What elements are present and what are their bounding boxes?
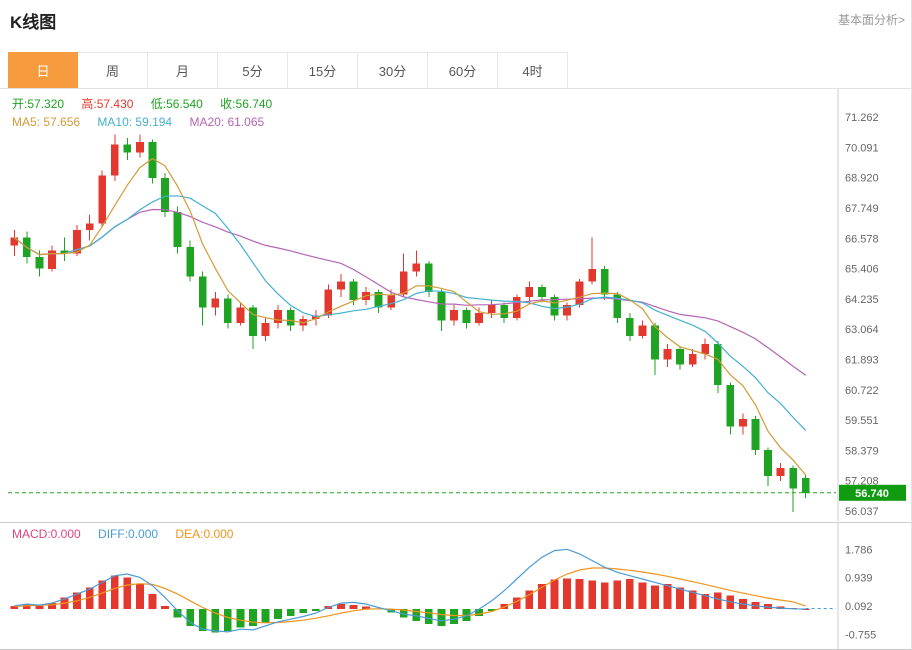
ma10-readout: MA10: 59.194 <box>97 115 172 129</box>
ma-legend: MA5: 57.656 MA10: 59.194 MA20: 61.065 <box>12 115 278 129</box>
macd-value: 0.000 <box>50 527 81 541</box>
macd-readout: MACD:0.000 <box>12 527 81 541</box>
macd-panel: 1.786 0.939 0.092 -0.755 MACD:0.000 DIFF:0.… <box>0 522 912 650</box>
period-tabs: 日周月 5分 15分 30分 60分 4时 <box>8 52 568 89</box>
svg-text:-0.755: -0.755 <box>845 629 876 641</box>
svg-text:1.786: 1.786 <box>845 544 873 556</box>
open-label: 开: <box>12 97 28 111</box>
dea-value: 0.000 <box>203 527 234 541</box>
svg-text:64.235: 64.235 <box>845 294 879 306</box>
svg-text:67.749: 67.749 <box>845 203 879 215</box>
tab-5分[interactable]: 5分 <box>218 52 288 89</box>
open-value: 57.320 <box>27 97 65 111</box>
low-label: 低: <box>150 97 167 111</box>
svg-text:65.406: 65.406 <box>845 264 879 276</box>
tab-日[interactable]: 日 <box>8 52 78 89</box>
dea-label: DEA: <box>175 527 204 541</box>
ma10-label: MA10: <box>97 115 136 129</box>
ma5-value: 57.656 <box>43 115 81 129</box>
candles <box>10 134 810 512</box>
diff-value: 0.000 <box>128 527 159 541</box>
svg-text:58.379: 58.379 <box>845 445 879 457</box>
diff-label: DIFF: <box>98 527 129 541</box>
open-readout: 开:57.320 <box>12 97 64 111</box>
svg-text:60.722: 60.722 <box>845 385 879 397</box>
tab-60分[interactable]: 60分 <box>428 52 498 89</box>
ohlc-legend: 开:57.320 高:57.430 低:56.540 收:56.740 <box>12 95 286 112</box>
svg-text:56.037: 56.037 <box>845 506 879 518</box>
ma20-line <box>13 208 807 376</box>
close-readout: 收:56.740 <box>220 97 272 111</box>
svg-text:70.091: 70.091 <box>845 142 879 154</box>
close-label: 收: <box>220 97 236 111</box>
tab-周[interactable]: 周 <box>78 52 148 89</box>
ma20-value: 61.065 <box>227 115 265 129</box>
tab-4时[interactable]: 4时 <box>498 52 568 89</box>
y-axis-labels: 71.262 70.091 68.920 67.749 66.578 65.406 64.2… <box>845 112 879 518</box>
svg-text:66.578: 66.578 <box>845 233 879 245</box>
macd-chart-holder[interactable]: 1.786 0.939 0.092 -0.755 <box>0 523 912 650</box>
svg-text:0.092: 0.092 <box>845 601 873 613</box>
tab-15分[interactable]: 15分 <box>288 52 358 89</box>
tab-30分[interactable]: 30分 <box>358 52 428 89</box>
ma20-label: MA20: <box>189 115 228 129</box>
tab-月[interactable]: 月 <box>148 52 218 89</box>
fundamental-analysis-link[interactable]: 基本面分析> <box>837 13 905 27</box>
ma10-line <box>13 195 807 431</box>
dea-line <box>14 567 806 624</box>
candlestick-chart[interactable]: 71.262 70.091 68.920 67.749 66.578 65.406 64.2… <box>0 89 912 521</box>
svg-text:71.262: 71.262 <box>845 112 879 124</box>
macd-chart[interactable]: 1.786 0.939 0.092 -0.755 <box>0 523 912 650</box>
svg-text:57.208: 57.208 <box>845 476 879 488</box>
ma10-value: 59.194 <box>135 115 173 129</box>
svg-text:0.939: 0.939 <box>845 573 873 585</box>
current-price-badge: 56.740 <box>839 484 906 501</box>
macd-legend: MACD:0.000 DIFF:0.000 DEA:0.000 <box>12 527 247 541</box>
ma5-label: MA5: <box>12 115 44 129</box>
candlestick-chart-holder[interactable]: 71.262 70.091 68.920 67.749 66.578 65.406 64.2… <box>0 89 912 526</box>
close-value: 56.740 <box>235 97 273 111</box>
high-label: 高: <box>81 97 97 111</box>
ma5-line <box>13 157 807 476</box>
svg-text:68.920: 68.920 <box>845 173 879 185</box>
main-chart-area: 71.262 70.091 68.920 67.749 66.578 65.406 64.2… <box>0 89 911 521</box>
tabs-underline <box>0 88 911 89</box>
svg-text:59.551: 59.551 <box>845 415 879 427</box>
dea-readout: DEA:0.000 <box>175 527 233 541</box>
macd-axis-labels: 1.786 0.939 0.092 -0.755 <box>845 544 876 641</box>
ma5-readout: MA5: 57.656 <box>12 115 80 129</box>
macd-label: MACD: <box>12 527 51 541</box>
diff-line <box>14 548 806 633</box>
diff-readout: DIFF:0.000 <box>98 527 158 541</box>
low-value: 56.540 <box>166 97 203 111</box>
high-value: 57.430 <box>96 97 134 111</box>
page-title: K线图 <box>10 13 57 32</box>
low-readout: 低:56.540 <box>151 97 203 111</box>
svg-text:63.064: 63.064 <box>845 324 879 336</box>
ma20-readout: MA20: 61.065 <box>189 115 264 129</box>
svg-text:61.893: 61.893 <box>845 355 879 367</box>
svg-text:56.740: 56.740 <box>855 488 889 500</box>
high-readout: 高:57.430 <box>81 97 133 111</box>
